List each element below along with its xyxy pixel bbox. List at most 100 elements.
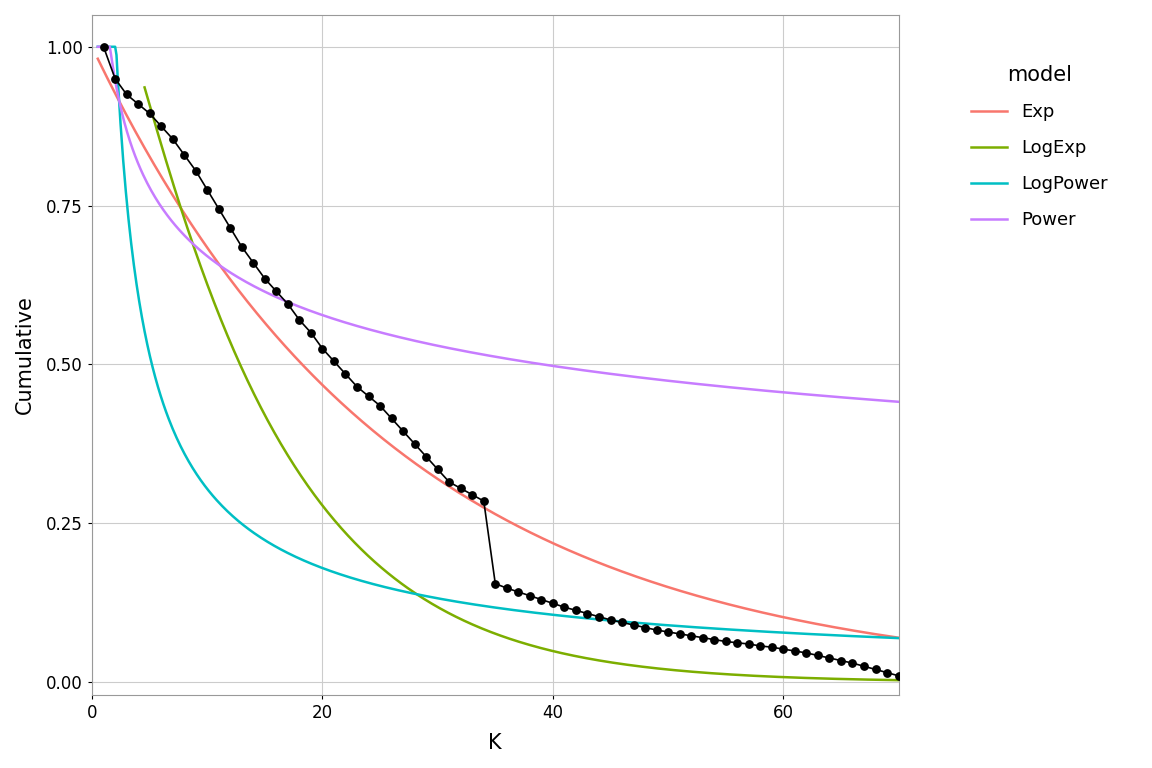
Power bbox=[453, 346, 467, 355]
LogPower bbox=[453, 598, 467, 607]
Point bbox=[498, 582, 516, 594]
Line: Power: Power bbox=[98, 47, 899, 402]
Point bbox=[187, 164, 205, 177]
Point bbox=[797, 647, 816, 659]
Point bbox=[106, 72, 124, 84]
Point bbox=[751, 640, 770, 652]
Point bbox=[371, 399, 389, 412]
Exp bbox=[626, 571, 639, 580]
X-axis label: K: K bbox=[488, 733, 502, 753]
LogPower bbox=[626, 617, 639, 627]
Exp bbox=[297, 362, 311, 371]
Point bbox=[521, 590, 539, 602]
Power bbox=[892, 397, 905, 406]
Point bbox=[567, 604, 585, 617]
Exp bbox=[233, 287, 247, 296]
Exp bbox=[91, 54, 105, 63]
Point bbox=[359, 390, 378, 402]
LogExp bbox=[233, 359, 247, 368]
Point bbox=[601, 614, 620, 626]
Point bbox=[141, 108, 159, 120]
Point bbox=[406, 438, 424, 450]
Point bbox=[590, 611, 608, 623]
Point bbox=[878, 667, 896, 679]
Point bbox=[717, 635, 735, 647]
Point bbox=[705, 634, 723, 646]
Exp bbox=[892, 633, 905, 642]
Point bbox=[682, 630, 700, 642]
Point bbox=[244, 257, 263, 269]
Point bbox=[290, 314, 309, 326]
Point bbox=[486, 578, 505, 590]
Power bbox=[563, 364, 577, 373]
Point bbox=[809, 649, 827, 661]
Point bbox=[267, 285, 286, 297]
LogExp bbox=[694, 668, 707, 677]
Power bbox=[626, 372, 639, 381]
Legend: Exp, LogExp, LogPower, Power: Exp, LogExp, LogPower, Power bbox=[964, 58, 1115, 237]
LogExp bbox=[297, 475, 311, 485]
Y-axis label: Cumulative: Cumulative bbox=[15, 296, 35, 415]
Point bbox=[544, 598, 562, 610]
LogPower bbox=[91, 42, 105, 51]
Point bbox=[763, 641, 781, 654]
Point bbox=[843, 657, 862, 669]
Point bbox=[532, 594, 551, 606]
LogExp bbox=[892, 676, 905, 685]
Line: LogPower: LogPower bbox=[98, 47, 899, 638]
Point bbox=[429, 463, 447, 475]
Point bbox=[152, 120, 170, 132]
Point bbox=[855, 660, 873, 673]
Exp bbox=[694, 592, 707, 601]
LogExp bbox=[563, 650, 577, 660]
Point bbox=[578, 607, 597, 620]
Point bbox=[774, 643, 793, 655]
Point bbox=[440, 476, 458, 488]
Power bbox=[694, 379, 707, 389]
Point bbox=[647, 624, 666, 636]
Exp bbox=[453, 488, 467, 498]
Point bbox=[336, 368, 355, 380]
Power bbox=[297, 303, 311, 313]
Point bbox=[417, 451, 435, 463]
Point bbox=[463, 488, 482, 501]
Point bbox=[728, 637, 746, 649]
LogPower bbox=[297, 556, 311, 565]
Point bbox=[613, 616, 631, 628]
LogPower bbox=[892, 634, 905, 643]
Point bbox=[786, 645, 804, 657]
Point bbox=[210, 203, 228, 215]
LogExp bbox=[626, 660, 639, 670]
Point bbox=[279, 298, 297, 310]
LogExp bbox=[453, 614, 467, 624]
Point bbox=[94, 41, 113, 53]
Point bbox=[624, 619, 643, 631]
Point bbox=[256, 273, 274, 285]
Point bbox=[889, 670, 908, 682]
Point bbox=[820, 652, 839, 664]
Point bbox=[129, 98, 147, 110]
Point bbox=[509, 586, 528, 598]
Point bbox=[382, 412, 401, 425]
Point bbox=[866, 664, 885, 676]
Point bbox=[452, 482, 470, 495]
Point bbox=[302, 326, 320, 339]
Point bbox=[175, 149, 194, 161]
Point bbox=[740, 638, 758, 650]
Point bbox=[636, 621, 654, 634]
Point bbox=[233, 241, 251, 253]
Point bbox=[221, 222, 240, 234]
Exp bbox=[563, 546, 577, 555]
Point bbox=[659, 626, 677, 638]
Line: Exp: Exp bbox=[98, 58, 899, 637]
Point bbox=[670, 627, 689, 640]
Point bbox=[475, 495, 493, 507]
Point bbox=[832, 654, 850, 667]
LogPower bbox=[694, 623, 707, 632]
Power bbox=[233, 273, 247, 283]
Point bbox=[555, 601, 574, 614]
Point bbox=[118, 88, 136, 101]
Point bbox=[394, 425, 412, 437]
Point bbox=[313, 343, 332, 355]
Power bbox=[91, 42, 105, 51]
